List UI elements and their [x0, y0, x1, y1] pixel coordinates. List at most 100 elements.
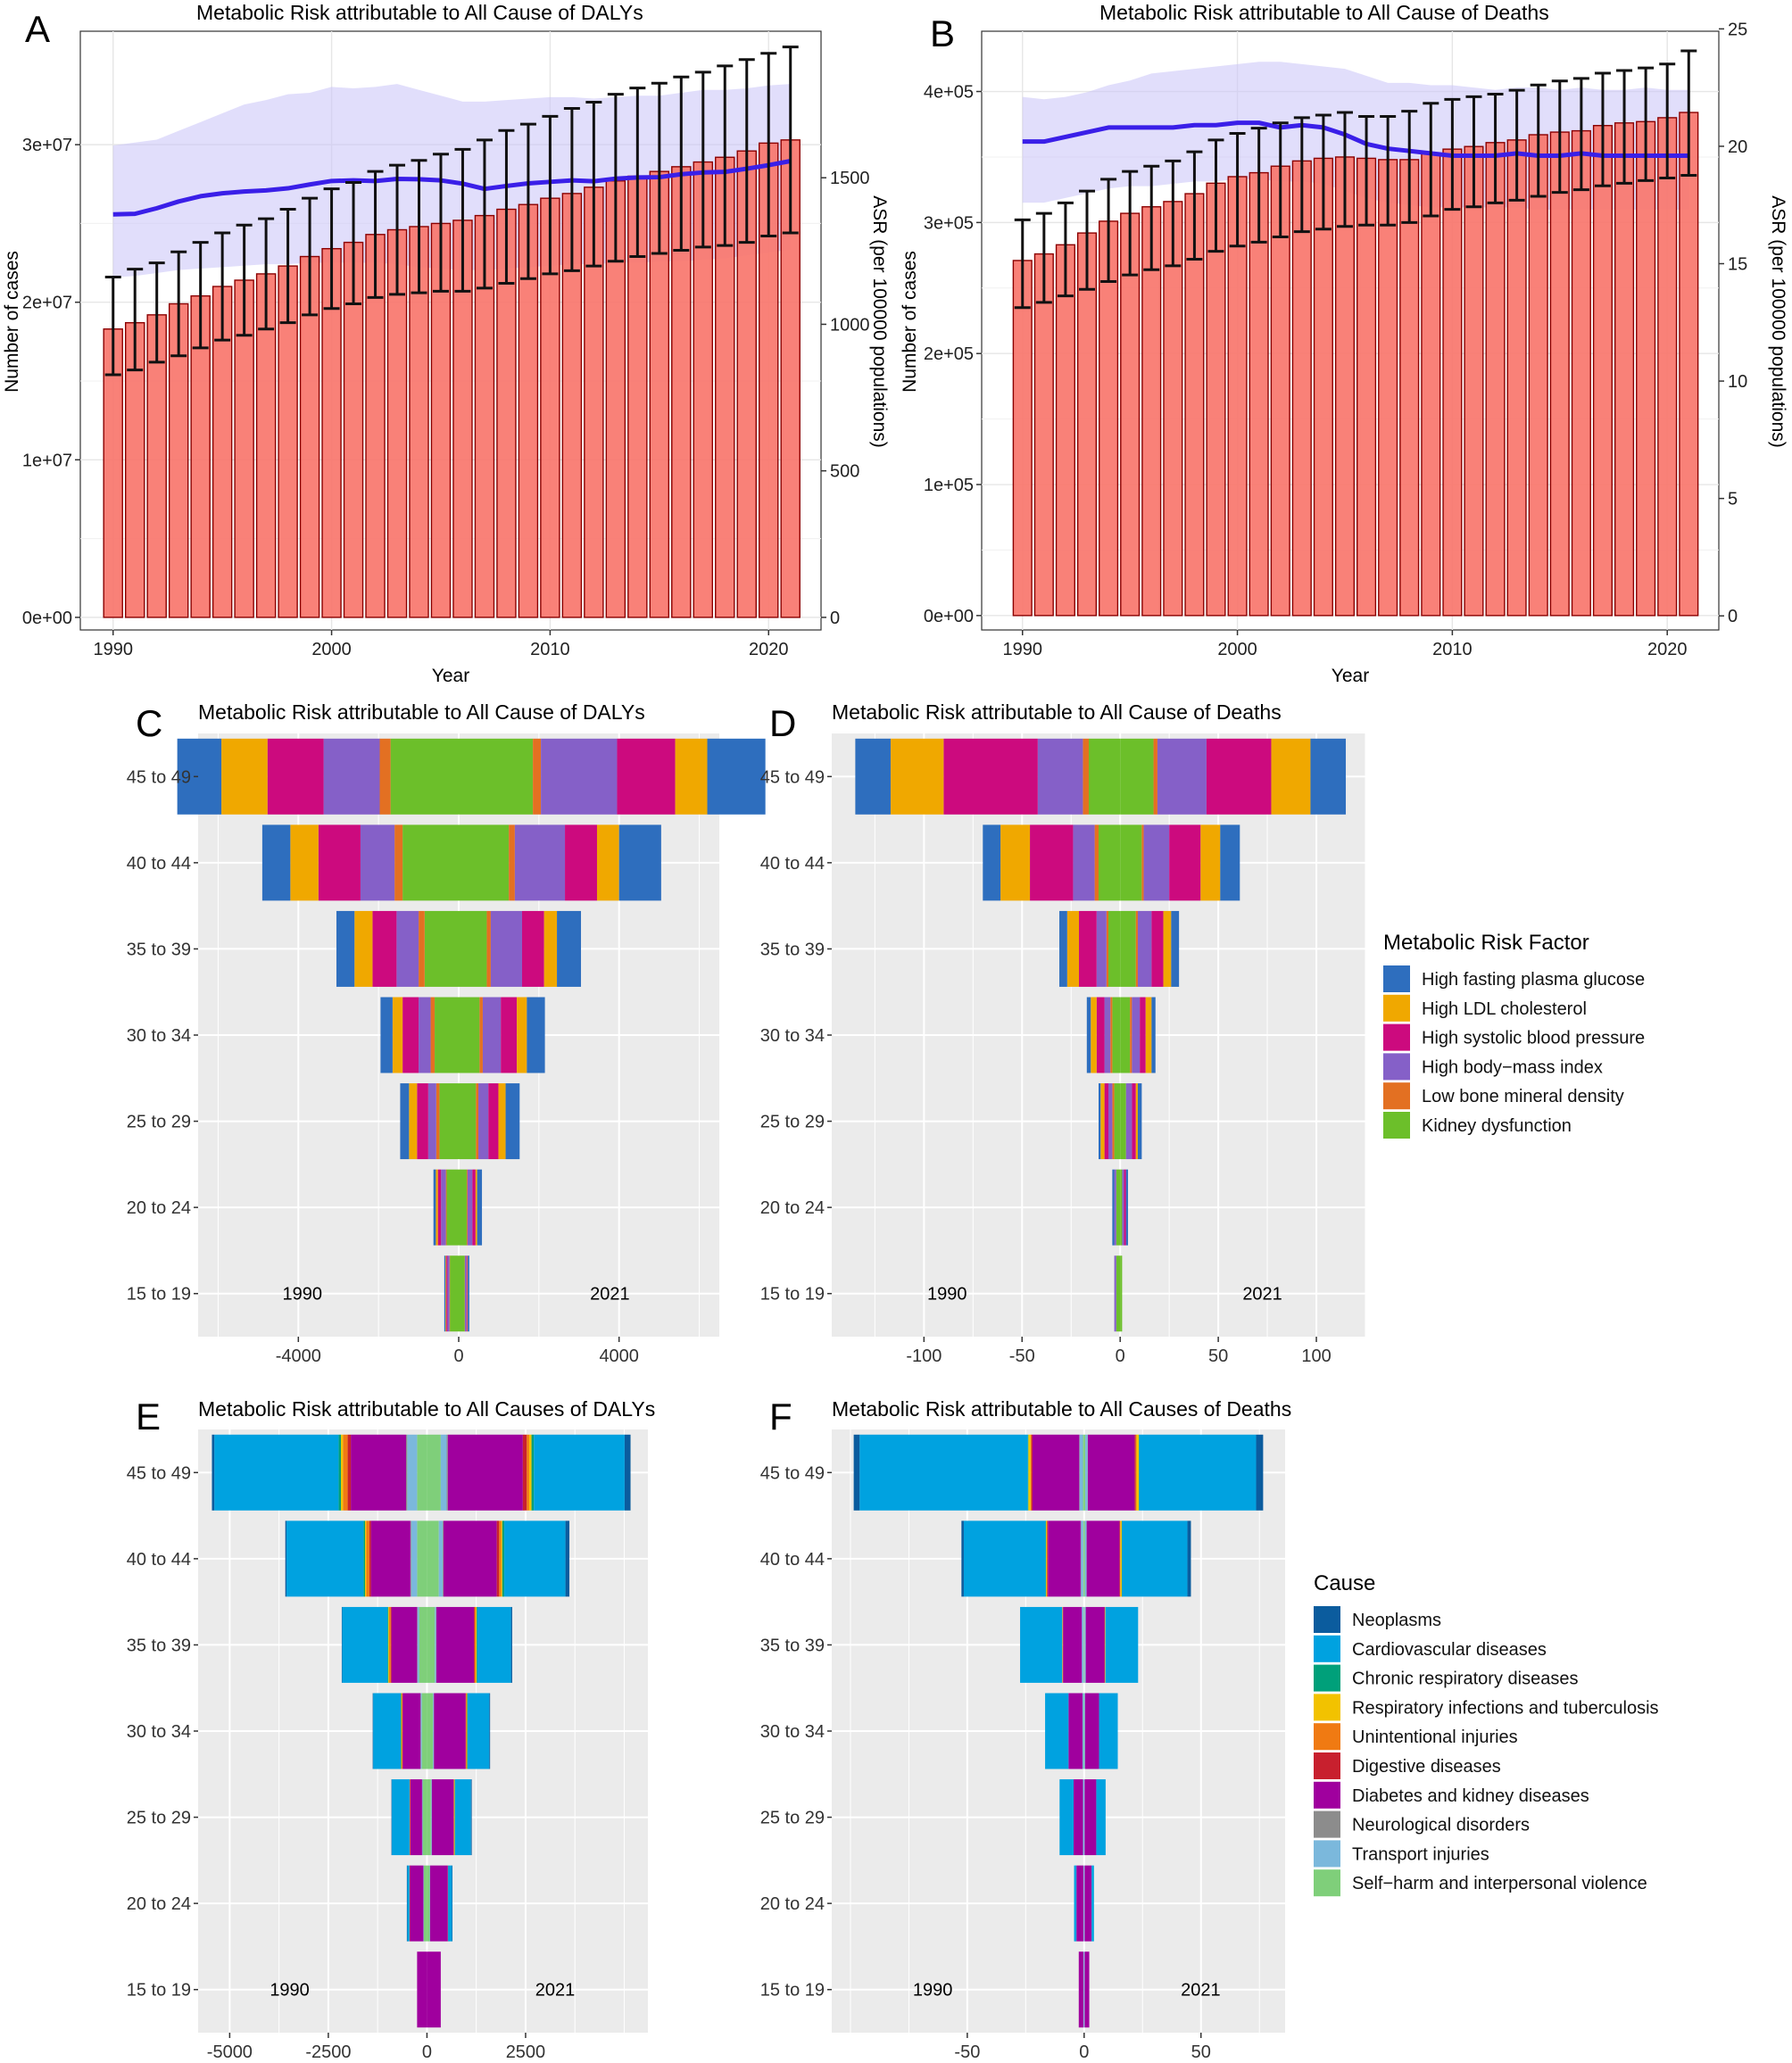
bar-segment-1990	[1112, 997, 1121, 1073]
error-bar-2016	[1572, 77, 1589, 192]
error-bar-1999	[1207, 138, 1224, 253]
y2-axis-label: ASR (per 100000 populations)	[1768, 195, 1788, 448]
panel-c: 45 to 49 40 to 44 35 to 39 30 to 34 25 to 29…	[127, 700, 766, 1366]
bar-segment-1990	[402, 824, 459, 901]
error-bar-2005	[1336, 111, 1353, 228]
y-tick-label: 0e+00	[22, 609, 72, 628]
y-tick-label: 1e+05	[924, 476, 974, 495]
error-bar-2021	[782, 46, 799, 235]
bar-segment-2021	[443, 1520, 444, 1597]
y-tick-label: 4e+05	[924, 83, 974, 103]
x-tick-label: -100	[906, 1346, 942, 1366]
bar-segment-2021	[531, 1434, 535, 1511]
bar-segment-2021	[466, 1693, 468, 1769]
bar-segment-2021	[1121, 1520, 1123, 1597]
y-tick-label: 20 to 24	[760, 1198, 825, 1218]
error-bar-2001	[1250, 127, 1267, 244]
y-tick-label: 45 to 49	[760, 1463, 825, 1483]
bar-segment-1990	[446, 1169, 459, 1246]
legend-risk: Metabolic Risk Factor High fasting plasma…	[1383, 931, 1645, 1139]
bar-segment-2021	[429, 1865, 431, 1942]
bar-segment-1990	[422, 1779, 423, 1856]
bar-segment-1990	[365, 1520, 367, 1597]
y2-tick-label: 0	[1728, 607, 1738, 626]
error-bar-1994	[192, 241, 209, 350]
error-bar-1992	[1057, 201, 1074, 298]
bar-segment-1990	[1032, 1434, 1080, 1511]
bar-segment-2021	[470, 1779, 472, 1856]
bar-segment-2021	[1137, 910, 1152, 987]
bar-segment-1990	[417, 1520, 427, 1597]
bar-2017	[1592, 125, 1614, 617]
bar-segment-2021	[466, 1255, 468, 1332]
y-tick-label: 25 to 29	[127, 1809, 191, 1828]
bar-segment-2021	[454, 1779, 456, 1856]
legend-swatch	[1314, 1606, 1340, 1633]
bar-segment-2021	[1119, 1520, 1121, 1597]
bar-segment-2021	[1084, 1951, 1090, 2028]
year-label-right: 2021	[1242, 1285, 1282, 1305]
bar-segment-2021	[482, 997, 502, 1073]
error-bar-1994	[1100, 178, 1117, 283]
bar-segment-2021	[472, 1169, 476, 1246]
error-bar-1997	[258, 217, 275, 331]
bar-segment-1990	[1083, 1520, 1084, 1597]
bar-segment-1990	[1099, 824, 1121, 901]
pyramid-row-35-to-39	[341, 1606, 512, 1683]
bar-segment-1990	[421, 1779, 423, 1856]
bar-segment-1990	[1083, 1606, 1084, 1683]
bar-segment-2021	[1130, 997, 1132, 1073]
bar-segment-1990	[424, 910, 459, 987]
bar-segment-1990	[341, 1606, 343, 1683]
y2-tick-label: 1500	[830, 169, 870, 188]
bar-segment-2021	[1220, 824, 1240, 901]
chart-title: Metabolic Risk attributable to All Cause…	[198, 1397, 655, 1421]
bar-segment-2021	[1105, 1606, 1139, 1683]
bar-segment-2021	[617, 738, 676, 815]
y-tick-label: 35 to 39	[760, 1636, 825, 1655]
y2-tick-label: 10	[1728, 372, 1747, 392]
legend-swatch	[1383, 1112, 1410, 1139]
x-tick-label: 1990	[1003, 640, 1043, 659]
asr-line	[112, 159, 792, 217]
y-tick-label: 15 to 19	[127, 1285, 191, 1305]
pyramid-row-40-to-44	[261, 824, 661, 901]
bar-segment-1990	[1104, 997, 1111, 1073]
bar-segment-1990	[1000, 824, 1031, 901]
bar-segment-1990	[417, 1606, 418, 1683]
bar-segment-1990	[1108, 1083, 1113, 1160]
x-tick-label: 50	[1208, 1346, 1228, 1366]
bar-segment-2021	[565, 1520, 570, 1597]
bar-segment-1990	[212, 1434, 215, 1511]
bar-segment-1990	[343, 1434, 348, 1511]
error-bar-2008	[1401, 110, 1418, 224]
bar-segment-1990	[409, 1865, 424, 1942]
bar-segment-1990	[406, 1865, 408, 1942]
error-bar-2004	[411, 159, 427, 294]
bar-segment-2021	[1083, 1951, 1085, 2028]
legend-label: Low bone mineral density	[1422, 1087, 1624, 1106]
bar-segment-2021	[1136, 1434, 1140, 1511]
error-bar-1991	[127, 268, 144, 372]
x-tick-label: -5000	[207, 2042, 253, 2062]
pyramid-row-40-to-44	[961, 1520, 1191, 1597]
bar-segment-2021	[1139, 1434, 1140, 1511]
legend-label: Kidney dysfunction	[1422, 1116, 1572, 1136]
error-bar-2000	[323, 187, 340, 311]
bar-segment-1990	[400, 1083, 410, 1160]
pyramid-row-40-to-44	[285, 1520, 570, 1597]
bar-segment-1990	[407, 1865, 410, 1942]
bar-segment-2021	[435, 1606, 436, 1683]
error-bar-2003	[389, 163, 406, 296]
legend-label: High body−mass index	[1422, 1057, 1603, 1077]
bar-segment-1990	[409, 1779, 411, 1856]
legend-label: High systolic blood pressure	[1422, 1029, 1645, 1048]
error-bar-2008	[498, 128, 515, 286]
y2-tick-label: 15	[1728, 255, 1747, 275]
y-tick-label: 45 to 49	[127, 767, 191, 787]
bar-segment-2021	[528, 1434, 532, 1511]
bar-segment-1990	[1116, 1255, 1121, 1332]
bar-2014	[1528, 134, 1548, 617]
bar-segment-1990	[318, 824, 361, 901]
bar-segment-1990	[388, 1606, 391, 1683]
